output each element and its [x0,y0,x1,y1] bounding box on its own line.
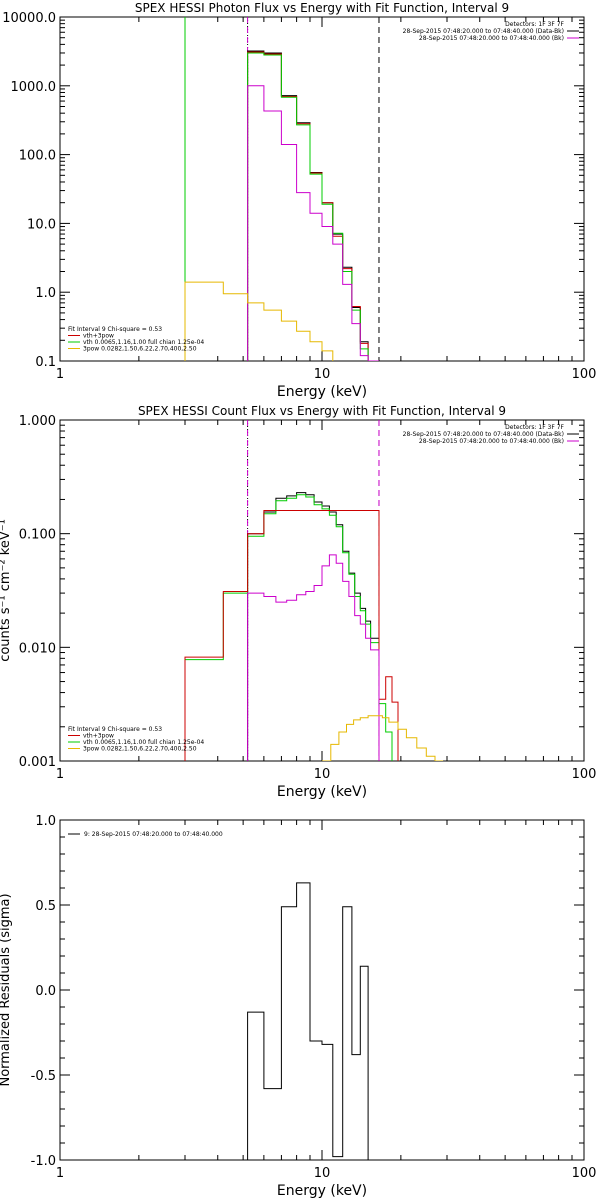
y-tick-label: 0.001 [19,755,56,770]
y-axis-label: counts s⁻¹ cm⁻² keV⁻¹ [0,519,13,662]
legend-entry: 9: 28-Sep-2015 07:48:20.000 to 07:48:40.… [84,831,223,838]
y-tick-label: -0.5 [31,1069,56,1084]
series-group [184,492,444,761]
legend-entry: vth 0.0065,1.16,1.00 full chian 1.25e-04 [83,739,204,746]
chart-title: SPEX HESSI Photon Flux vs Energy with Fi… [135,1,509,15]
x-axis-label: Energy (keV) [277,784,367,800]
series-group [184,50,379,361]
legend-entry: 3pow 0.0282,1.50,6.22,2.70,400,2.50 [83,346,197,353]
series-line-2 [247,51,379,361]
legend-entry: Fit Interval 9 Chi-square = 0.53 [68,726,162,733]
series-line-4 [247,85,379,361]
series-line-3 [184,510,399,761]
series-line-3 [247,52,379,361]
chart-panel-3: 1 10 100 -1.0 -0.5 0.0 0.5 1.0 Energy (keV) Norma… [0,814,596,1199]
header-line: 28-Sep-2015 07:48:20.000 to 07:48:40.000… [419,438,564,445]
series-line-5 [184,281,334,361]
y-tick-label: -1.0 [31,1154,56,1169]
legend-entry: vth+3pow [83,733,114,740]
x-tick-label: 100 [572,1166,597,1181]
series-line-1 [247,492,380,761]
y-tick-label: 100.0 [19,149,56,164]
header-line: Detectors: 1F 3F 7F [505,21,564,28]
x-tick-label: 1 [56,367,64,382]
header-line: 28-Sep-2015 07:48:20.000 to 07:48:40.000… [403,28,564,35]
plot-frame [59,819,585,1161]
x-tick-label: 10 [314,767,331,782]
y-tick-label: 0.100 [19,528,56,543]
plot-frame [59,419,585,762]
y-tick-label: 0.0 [35,984,56,999]
legend-entry: 3pow 0.0282,1.50,6.22,2.70,400,2.50 [83,746,197,753]
x-tick-label: 1 [56,1166,64,1181]
series-line-5 [322,715,444,761]
x-tick-label: 1 [56,767,64,782]
y-tick-label: 10000.0 [2,11,56,26]
y-tick-label: 1000.0 [11,80,57,95]
y-axis-label: Normalized Residuals (sigma) [0,893,13,1086]
x-axis-label: Energy (keV) [277,1183,367,1199]
x-axis-label: Energy (keV) [277,384,367,400]
series-line-1 [247,50,379,361]
y-tick-label: 10.0 [27,217,56,232]
series-line-4 [247,554,380,761]
y-tick-label: 1.0 [35,814,56,829]
chart-title: SPEX HESSI Count Flux vs Energy with Fit… [138,404,506,418]
legend-entry: vth 0.0065,1.16,1.00 full chian 1.25e-04 [83,339,204,346]
x-tick-label: 100 [572,367,597,382]
legend-entry: vth+3pow [83,333,114,340]
y-tick-label: 1.000 [19,414,56,429]
x-tick-label: 10 [314,367,331,382]
header-line: Detectors: 1F 3F 7F [505,424,564,431]
legend-entry: Fit Interval 9 Chi-square = 0.53 [68,326,162,333]
chart-panel-2: SPEX HESSI Count Flux vs Energy with Fit… [0,404,596,800]
y-tick-label: 0.010 [19,641,56,656]
series-line-1 [247,882,379,1160]
y-tick-label: 0.1 [35,355,56,370]
y-tick-label: 1.0 [35,286,56,301]
y-tick-label: 0.5 [35,899,56,914]
x-tick-label: 10 [314,1166,331,1181]
chart-panel-1: SPEX HESSI Photon Flux vs Energy with Fi… [2,1,596,400]
series-group [247,882,379,1160]
header-line: 28-Sep-2015 07:48:20.000 to 07:48:40.000… [403,431,564,438]
series-line-2 [184,494,393,761]
header-line: 28-Sep-2015 07:48:20.000 to 07:48:40.000… [419,35,564,42]
x-tick-label: 100 [572,767,597,782]
